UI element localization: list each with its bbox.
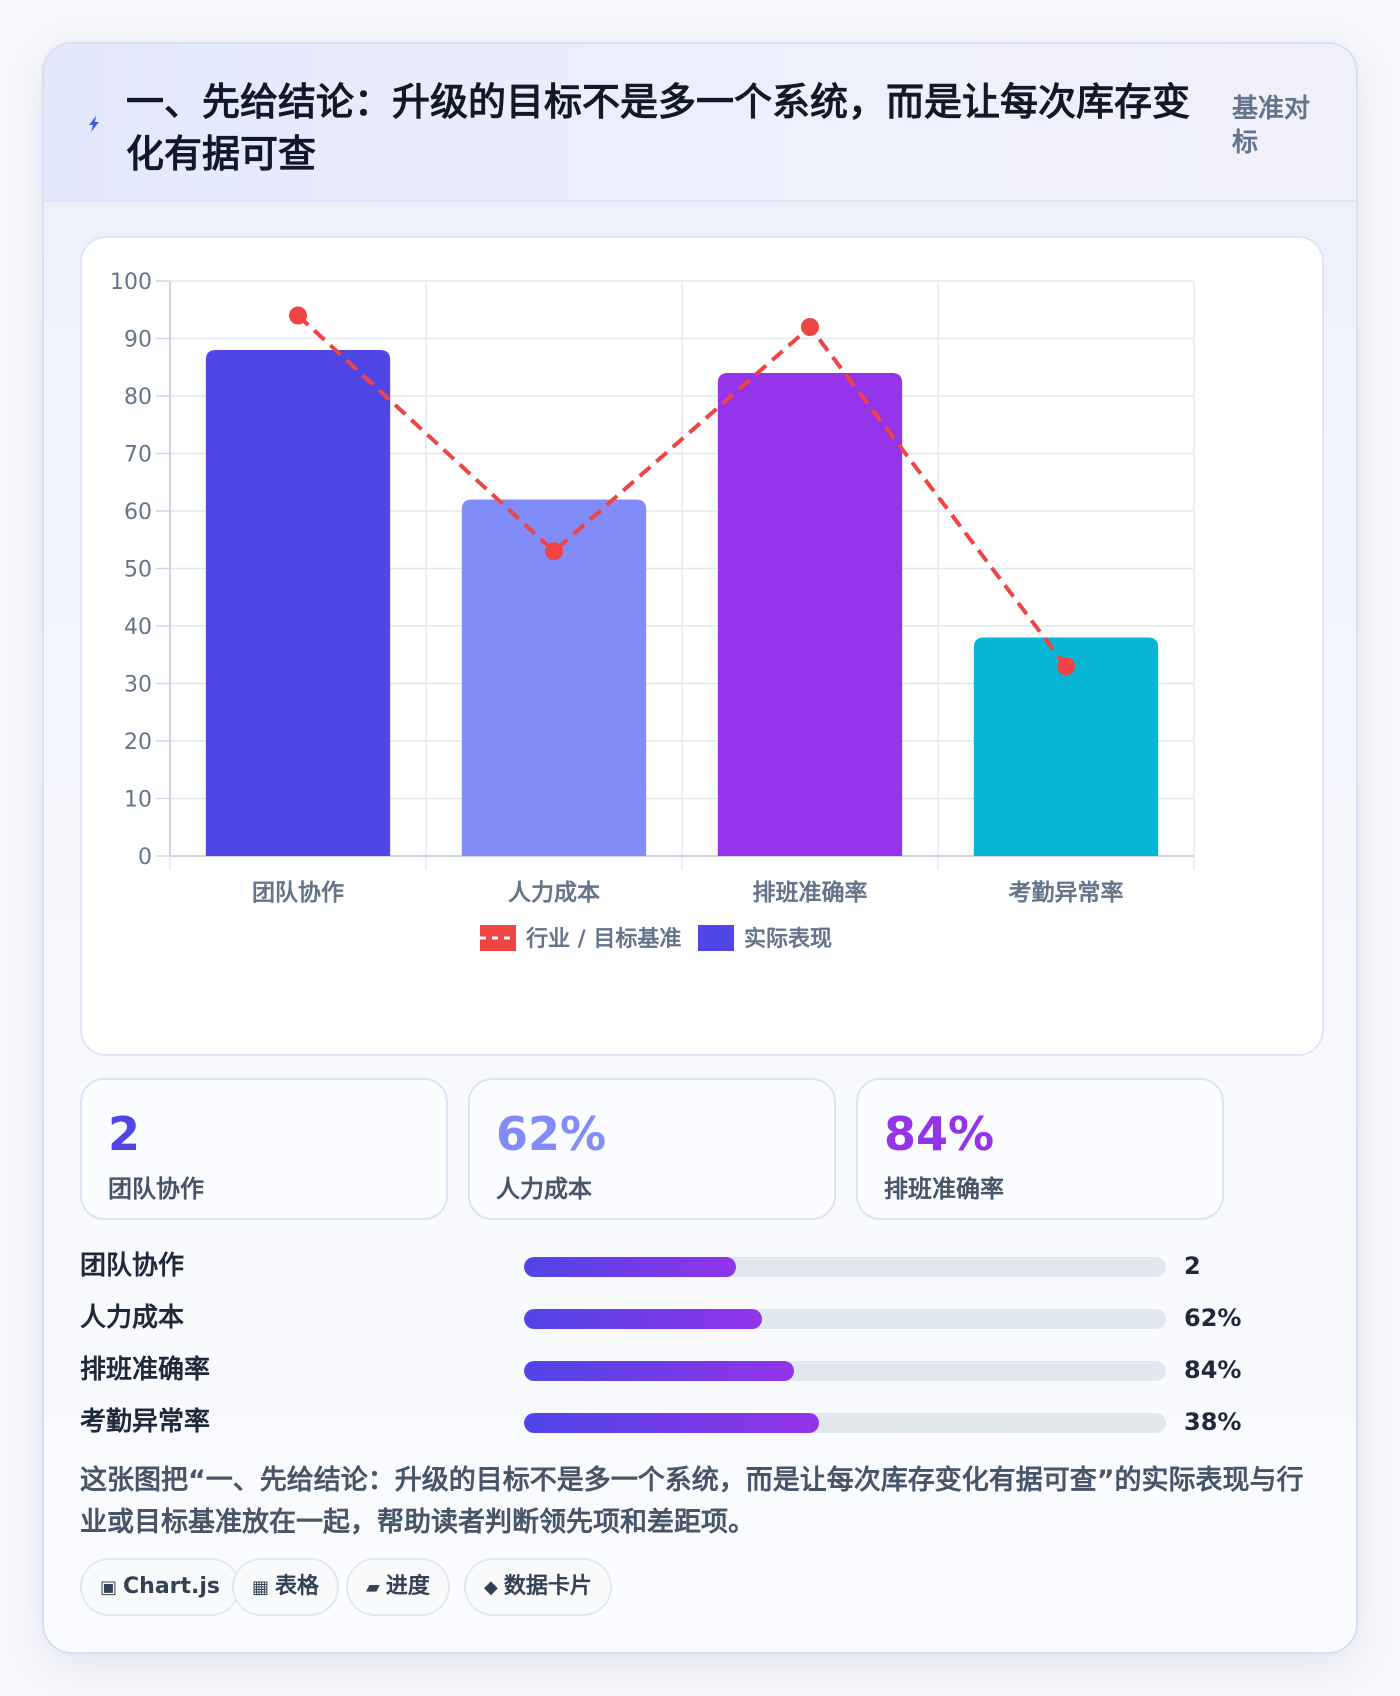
bar <box>717 373 903 856</box>
y-tick-label: 0 <box>138 845 152 870</box>
bar <box>461 499 647 856</box>
stat-card-2: 84% 排班准确率 <box>856 1078 1224 1220</box>
header-tag: 基准对标 <box>1232 94 1311 158</box>
stat-value: 2 <box>108 1107 141 1161</box>
x-tick-label: 考勤异常率 <box>1009 879 1124 906</box>
legend-swatch-actual <box>698 925 734 951</box>
bar <box>205 350 391 856</box>
chip-label: 数据卡片 <box>503 1574 592 1599</box>
chart-icon: ▣ <box>100 1577 118 1598</box>
progress-label: 排班准确率 <box>80 1355 211 1385</box>
y-tick-label: 20 <box>124 730 152 755</box>
benchmark-point <box>545 542 563 561</box>
benchmark-point <box>289 306 307 325</box>
progress-row: 考勤异常率 38% <box>80 1402 1280 1442</box>
y-tick-label: 50 <box>124 558 152 583</box>
progress-row: 人力成本 62% <box>80 1298 1280 1338</box>
chip-table[interactable]: ▦ 表格 <box>232 1558 340 1616</box>
chart-panel: 0 10 20 30 40 50 60 70 80 90 100 团队协作 人力成本 排班准确率 考勤异常率… <box>80 236 1324 1056</box>
y-tick-label: 70 <box>124 443 152 468</box>
card-header: 一、先给结论：升级的目标不是多一个系统，而是让每次库存变化有据可查 基准对标 <box>44 44 1356 202</box>
y-tick-label: 100 <box>110 270 152 295</box>
stat-label: 团队协作 <box>108 1175 204 1203</box>
progress-row: 团队协作 2 <box>80 1246 1280 1286</box>
progress-label: 人力成本 <box>80 1303 185 1333</box>
x-tick-label: 排班准确率 <box>753 879 868 906</box>
chart-caption: 这张图把“一、先给结论：升级的目标不是多一个系统，而是让每次库存变化有据可查”的… <box>80 1465 1304 1538</box>
benchmark-chart: 0 10 20 30 40 50 60 70 80 90 100 团队协作 人力成本 排班准确率 考勤异常率… <box>110 270 1195 952</box>
stat-value: 62% <box>496 1107 607 1161</box>
diamond-icon: ◆ <box>484 1577 498 1598</box>
benchmark-point <box>1057 657 1075 676</box>
progress-row: 排班准确率 84% <box>80 1350 1280 1390</box>
progress-fill <box>524 1361 794 1381</box>
y-tick-label: 90 <box>124 328 152 353</box>
progress-fill <box>524 1257 736 1277</box>
report-card: 一、先给结论：升级的目标不是多一个系统，而是让每次库存变化有据可查 基准对标 0… <box>42 42 1358 1654</box>
table-icon: ▦ <box>252 1577 270 1598</box>
stat-card-1: 62% 人力成本 <box>468 1078 836 1220</box>
stat-value: 84% <box>884 1107 995 1161</box>
chip-chartjs[interactable]: ▣ Chart.js <box>80 1558 241 1616</box>
y-tick-label: 30 <box>124 673 152 698</box>
x-tick-label: 人力成本 <box>508 880 600 906</box>
progress-value: 38% <box>1184 1408 1242 1436</box>
x-tick-label: 团队协作 <box>252 880 344 906</box>
stat-label: 排班准确率 <box>884 1175 1004 1203</box>
progress-track <box>524 1413 1166 1433</box>
chip-progress[interactable]: ▰ 进度 <box>346 1558 450 1616</box>
y-tick-label: 60 <box>124 500 152 525</box>
y-tick-label: 40 <box>124 615 152 640</box>
benchmark-line <box>296 314 1068 668</box>
progress-fill <box>524 1413 820 1433</box>
progress-value: 84% <box>1184 1356 1242 1384</box>
legend-label-actual: 实际表现 <box>744 926 832 952</box>
progress-track <box>524 1309 1166 1329</box>
progress-track <box>524 1257 1166 1277</box>
chip-data-card[interactable]: ◆ 数据卡片 <box>464 1558 612 1616</box>
progress-value: 2 <box>1184 1252 1201 1280</box>
progress-value: 62% <box>1184 1304 1242 1332</box>
progress-icon: ▰ <box>366 1577 380 1598</box>
stat-label: 人力成本 <box>496 1175 592 1203</box>
progress-track <box>524 1361 1166 1381</box>
bar <box>973 637 1159 856</box>
benchmark-point <box>801 318 819 336</box>
legend-label-benchmark: 行业 / 目标基准 <box>525 926 681 952</box>
progress-label: 团队协作 <box>80 1251 185 1281</box>
progress-label: 考勤异常率 <box>80 1407 211 1437</box>
chip-label: 进度 <box>385 1574 430 1599</box>
y-tick-label: 80 <box>124 385 152 410</box>
progress-fill <box>524 1309 762 1329</box>
lightning-icon <box>89 116 99 132</box>
stat-card-0: 2 团队协作 <box>80 1078 448 1220</box>
chip-label: Chart.js <box>123 1574 221 1599</box>
chip-label: 表格 <box>275 1574 320 1599</box>
page-title: 一、先给结论：升级的目标不是多一个系统，而是让每次库存变化有据可查 <box>126 80 1191 176</box>
y-tick-label: 10 <box>124 788 152 813</box>
